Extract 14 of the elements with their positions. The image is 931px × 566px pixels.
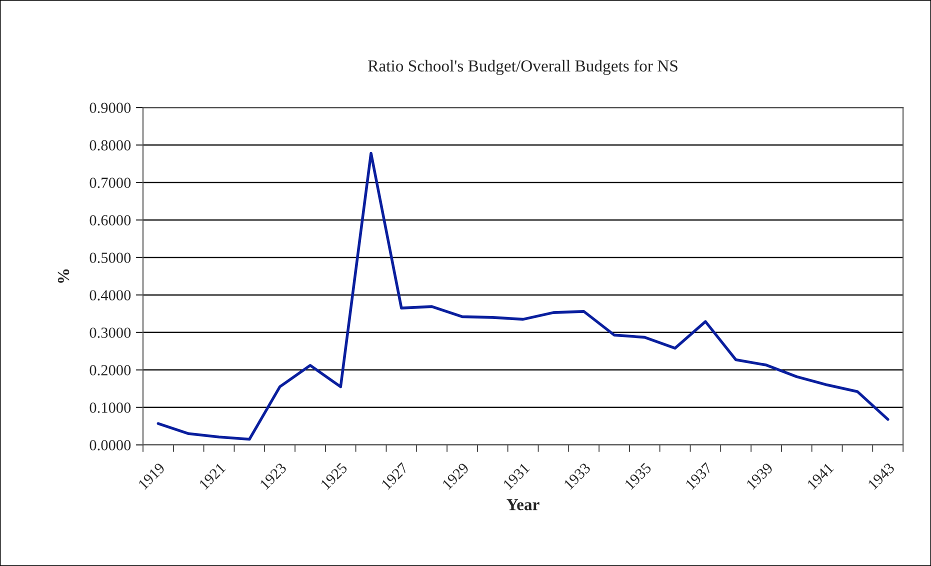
x-axis-title: Year [506, 499, 540, 510]
y-tick-label: 0.5000 [90, 252, 131, 263]
y-tick-label: 0.9000 [90, 102, 131, 114]
y-tick-label: 0.4000 [90, 290, 131, 300]
line-series [156, 152, 890, 441]
y-tick-label: 0.0000 [90, 440, 131, 450]
y-tick-label: 0.1000 [90, 402, 131, 413]
y-tick-label: 0.8000 [90, 140, 131, 151]
y-axis-title: % [58, 269, 70, 283]
y-tick-label: 0.3000 [90, 328, 131, 338]
y-tick-label: 0.6000 [90, 215, 131, 226]
y-tick-label: 0.2000 [90, 365, 131, 376]
y-tick-label: 0.7000 [90, 178, 131, 188]
chart-title: Ratio School's Budget/Overall Budgets for NS [368, 60, 678, 76]
